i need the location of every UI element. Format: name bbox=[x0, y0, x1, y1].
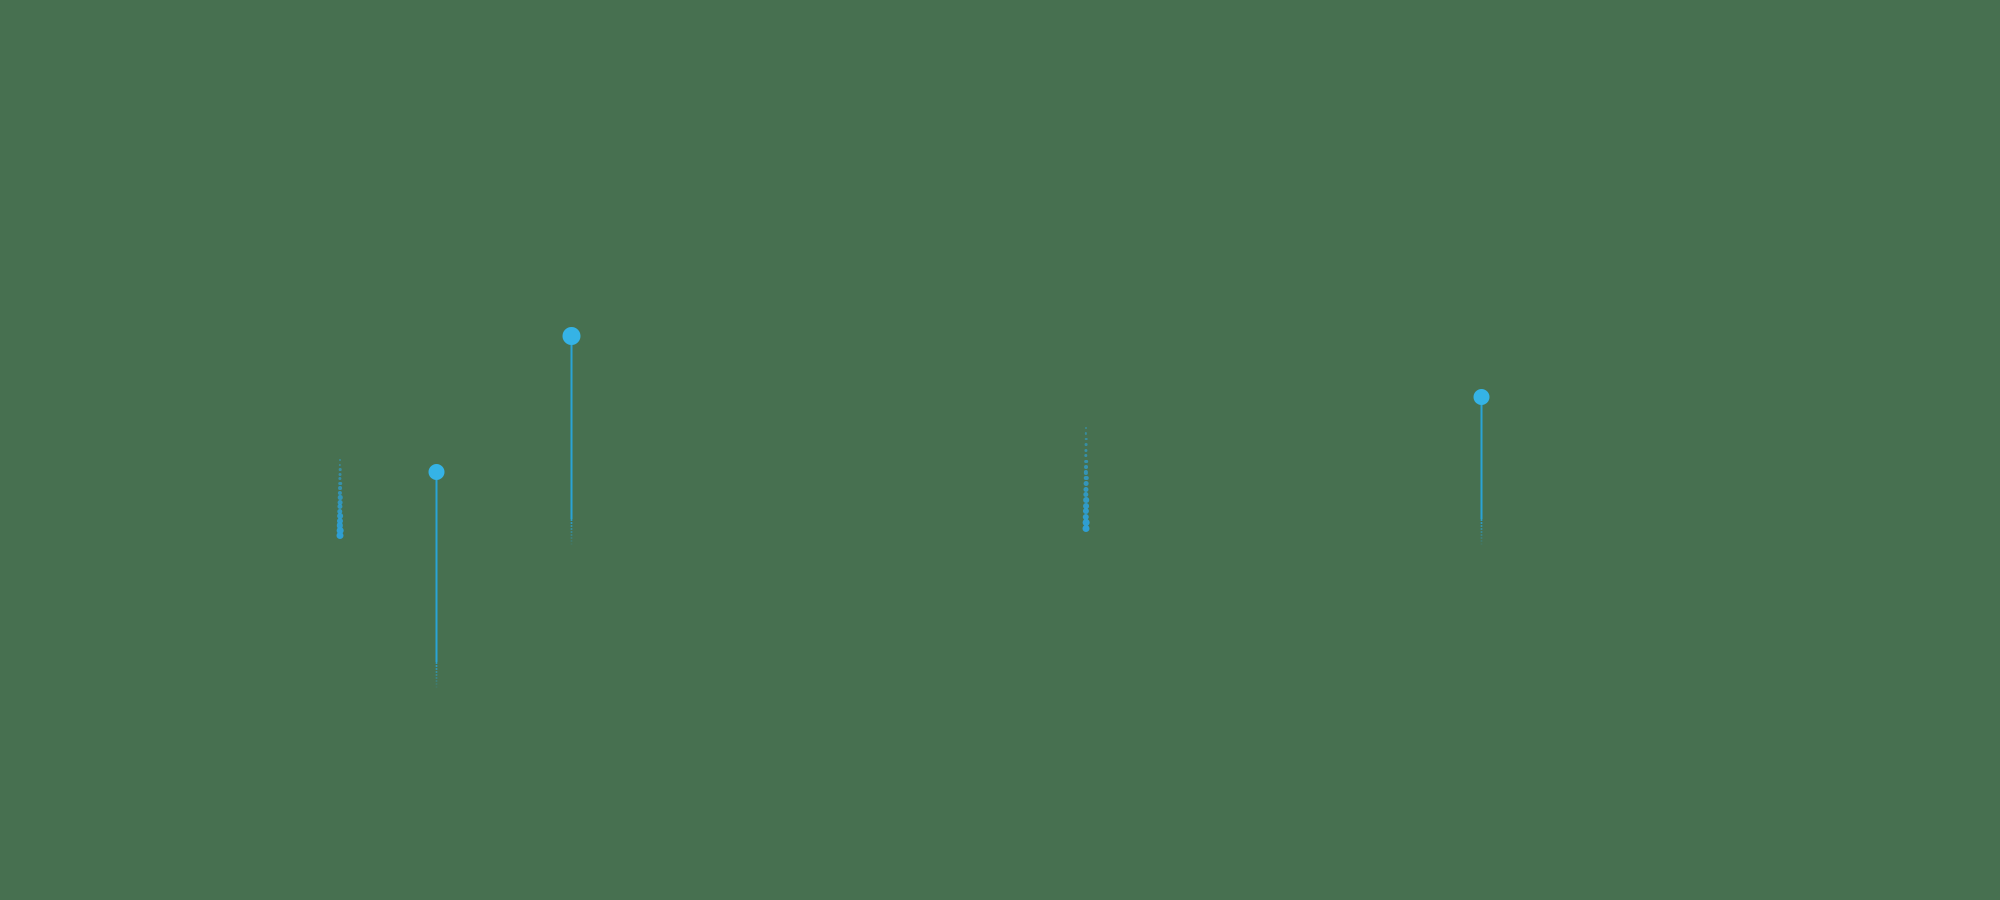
pin-marker-third[interactable] bbox=[562, 0, 581, 900]
marker-stem bbox=[570, 345, 573, 519]
marker-stem bbox=[1480, 405, 1483, 519]
pin-marker-second[interactable] bbox=[428, 0, 445, 900]
dotted-marker-center-right[interactable] bbox=[1082, 0, 1090, 900]
marker-dot-stack bbox=[1082, 427, 1090, 532]
marker-stem-tail bbox=[570, 519, 573, 545]
marker-head-icon[interactable] bbox=[562, 327, 581, 345]
marker-head-icon[interactable] bbox=[428, 464, 445, 480]
marker-head-icon[interactable] bbox=[1473, 389, 1490, 405]
pin-marker-right[interactable] bbox=[1473, 0, 1490, 900]
marker-dot-stack bbox=[336, 459, 344, 539]
marker-stem-tail bbox=[435, 662, 438, 688]
marker-stem bbox=[435, 480, 438, 662]
dotted-marker-left[interactable] bbox=[336, 0, 344, 900]
marker-stem-tail bbox=[1480, 519, 1483, 545]
